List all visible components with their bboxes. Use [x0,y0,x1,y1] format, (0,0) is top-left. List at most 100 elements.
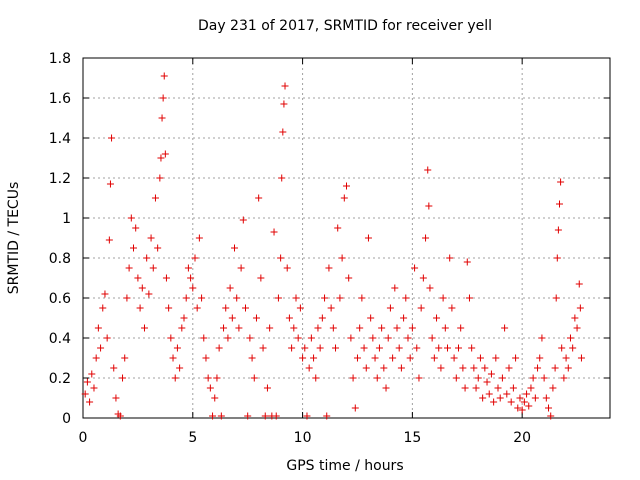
data-point [532,395,539,402]
data-point [453,375,460,382]
data-point [462,385,469,392]
data-point [470,365,477,372]
data-point [279,129,286,136]
data-point [165,305,172,312]
data-point [505,365,512,372]
data-point [152,195,159,202]
y-tick-label: 1.4 [49,131,71,147]
data-point [235,325,242,332]
data-point [198,295,205,302]
data-point [336,295,343,302]
data-point [571,315,578,322]
data-point [541,375,548,382]
data-point [512,355,519,362]
data-point [278,175,285,182]
data-point [457,325,464,332]
data-point [207,385,214,392]
x-tick-label: 10 [294,430,312,446]
data-point [484,379,491,386]
scatter-chart: 0 5 10 15 20 00.20.40.60.811.21.41.61.8 Day … [0,0,640,480]
data-point [577,305,584,312]
data-point [334,225,341,232]
data-point [205,375,212,382]
data-point [363,365,370,372]
data-point [435,345,442,352]
x-tick-label: 20 [513,430,531,446]
data-point [253,315,260,322]
data-point [288,345,295,352]
data-point [429,335,436,342]
data-point [229,315,236,322]
data-point [196,235,203,242]
data-point [578,355,585,362]
data-point [167,335,174,342]
y-tick-label: 1.8 [49,51,71,67]
data-point [163,275,170,282]
data-point [523,391,530,398]
data-point [569,345,576,352]
data-point [433,315,440,322]
data-point [185,265,192,272]
data-point [150,265,157,272]
data-point [319,315,326,322]
data-point [162,151,169,158]
data-point [481,365,488,372]
data-point [402,295,409,302]
data-point [503,391,510,398]
data-point [525,403,532,410]
data-point [97,345,104,352]
data-point [325,265,332,272]
chart-title: Day 231 of 2017, SRMTID for receiver yel… [198,18,492,34]
data-point [407,355,414,362]
data-point [437,365,444,372]
data-point [422,235,429,242]
data-point [139,285,146,292]
data-point [216,345,223,352]
data-point [101,291,108,298]
y-tick-label: 0.4 [49,331,71,347]
data-point [211,395,218,402]
data-point [271,229,278,236]
data-point [130,245,137,252]
data-point [317,345,324,352]
data-point [161,73,168,80]
data-point [290,325,297,332]
data-point [549,385,556,392]
data-point [292,295,299,302]
data-point [308,335,315,342]
data-point [356,325,363,332]
data-point [376,345,383,352]
data-point [299,355,306,362]
data-point [159,115,166,122]
data-point [440,295,447,302]
data-point [286,315,293,322]
data-point [442,325,449,332]
data-point [123,295,130,302]
x-tick-label: 15 [403,430,421,446]
data-point [132,225,139,232]
data-point [556,201,563,208]
data-point [424,167,431,174]
data-point [157,155,164,162]
data-point [560,375,567,382]
data-point [332,345,339,352]
data-point [246,335,253,342]
data-point [367,315,374,322]
data-point [107,181,114,188]
data-point [224,335,231,342]
data-point [448,305,455,312]
data-point [106,237,113,244]
data-points [82,73,585,420]
data-point [490,399,497,406]
data-point [312,375,319,382]
data-point [451,355,458,362]
data-point [137,305,144,312]
y-axis-label: SRMTID / TECUs [6,182,22,295]
data-point [431,355,438,362]
data-point [527,385,534,392]
data-point [508,399,515,406]
data-point [339,255,346,262]
data-point [227,285,234,292]
data-point [297,305,304,312]
data-point [306,365,313,372]
